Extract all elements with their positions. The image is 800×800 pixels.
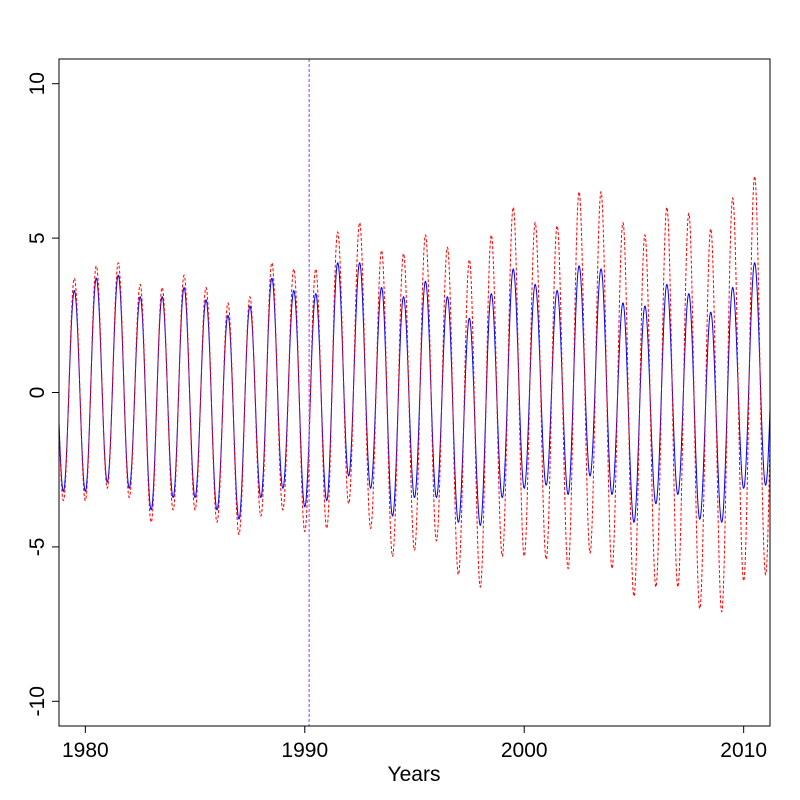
x-tick-label: 2010 [720, 739, 767, 762]
x-axis: 1980 1990 2000 2010 [62, 726, 767, 762]
y-tick-label: 10 [26, 72, 49, 95]
y-tick-label: 0 [26, 387, 49, 399]
plot-frame [58, 58, 771, 727]
x-tick-label: 2000 [501, 739, 548, 762]
y-axis: -10 -5 0 5 10 [26, 72, 59, 716]
y-tick-label: 5 [26, 232, 49, 244]
x-tick-label: 1990 [281, 739, 328, 762]
x-axis-title: Years [388, 763, 441, 786]
series-line-1 [58, 262, 771, 526]
series-line-2 [58, 175, 771, 613]
y-tick-label: -5 [26, 538, 49, 557]
y-tick-label: -10 [26, 686, 49, 716]
x-tick-label: 1980 [62, 739, 109, 762]
series-layer [58, 175, 771, 613]
